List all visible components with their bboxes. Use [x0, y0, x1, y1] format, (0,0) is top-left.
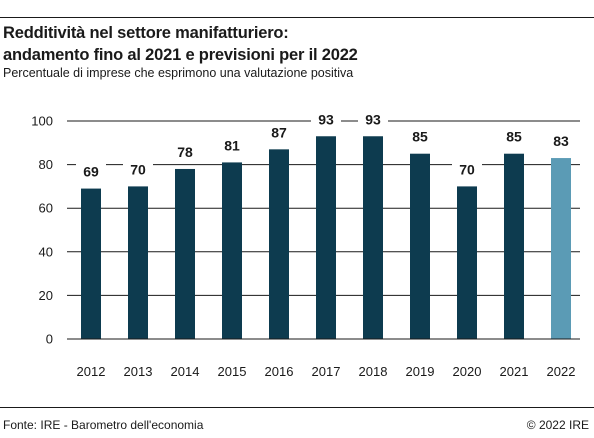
y-tick-label-60: 60 — [39, 201, 53, 216]
data-label-2017: 93 — [318, 111, 334, 127]
x-tick-label-2021: 2021 — [500, 364, 529, 379]
x-tick-label-2022: 2022 — [547, 364, 576, 379]
data-label-2013: 70 — [130, 161, 146, 177]
data-label-2022: 83 — [553, 133, 569, 149]
data-label-bg-2013 — [123, 161, 153, 179]
x-tick-label-2012: 2012 — [77, 364, 106, 379]
x-tick-label-2020: 2020 — [453, 364, 482, 379]
data-label-bg-2014 — [170, 143, 200, 161]
y-tick-label-100: 100 — [31, 114, 53, 129]
x-tick-label-2017: 2017 — [312, 364, 341, 379]
data-label-bg-2012 — [76, 163, 106, 181]
chart-title: Redditività nel settore manifatturiero: … — [3, 22, 563, 66]
title-line-1: Redditività nel settore manifatturiero: — [3, 24, 289, 42]
data-label-2018: 93 — [365, 111, 381, 127]
bar-2014 — [175, 168, 195, 339]
data-label-2020: 70 — [459, 161, 475, 177]
bar-2018 — [363, 136, 383, 339]
copyright-note: © 2022 IRE — [526, 418, 589, 432]
bar-2019 — [410, 153, 430, 339]
bar-2017 — [316, 136, 336, 339]
bar-chart: 0 20 40 60 80 100 69 2012 70 2013 78 2014 81 2015 87 20… — [31, 111, 580, 379]
bar-2022 — [551, 158, 571, 339]
data-label-2012: 69 — [83, 164, 99, 180]
top-rule — [0, 17, 594, 18]
data-label-bg-2017 — [311, 111, 341, 129]
data-label-2019: 85 — [412, 129, 428, 145]
bar-2013 — [128, 186, 148, 339]
data-label-2015: 81 — [224, 137, 240, 153]
bottom-rule — [0, 407, 594, 408]
x-tick-label-2013: 2013 — [124, 364, 153, 379]
y-tick-label-20: 20 — [39, 288, 53, 303]
data-label-bg-2015 — [217, 137, 247, 155]
x-tick-label-2015: 2015 — [218, 364, 247, 379]
y-tick-label-0: 0 — [46, 332, 53, 347]
x-tick-label-2016: 2016 — [265, 364, 294, 379]
data-label-2016: 87 — [271, 124, 287, 140]
data-label-bg-2022 — [546, 133, 576, 151]
y-tick-label-40: 40 — [39, 244, 53, 259]
data-label-2021: 85 — [506, 129, 522, 145]
data-label-bg-2016 — [264, 124, 294, 142]
source-note: Fonte: IRE - Barometro dell'economia — [3, 418, 204, 432]
chart-subtitle: Percentuale di imprese che esprimono una… — [3, 66, 354, 80]
data-label-bg-2019 — [405, 128, 435, 146]
x-tick-label-2019: 2019 — [406, 364, 435, 379]
y-tick-label-80: 80 — [39, 157, 53, 172]
bar-2015 — [222, 162, 242, 339]
data-label-bg-2020 — [452, 161, 482, 179]
bar-2016 — [269, 149, 289, 339]
data-label-bg-2021 — [499, 128, 529, 146]
title-line-2: andamento fino al 2021 e previsioni per … — [3, 46, 358, 64]
x-tick-label-2018: 2018 — [359, 364, 388, 379]
bar-2020 — [457, 186, 477, 339]
bar-2021 — [504, 153, 524, 339]
bar-2012 — [81, 188, 101, 339]
x-tick-label-2014: 2014 — [171, 364, 200, 379]
data-label-bg-2018 — [358, 111, 388, 129]
data-label-2014: 78 — [177, 144, 193, 160]
